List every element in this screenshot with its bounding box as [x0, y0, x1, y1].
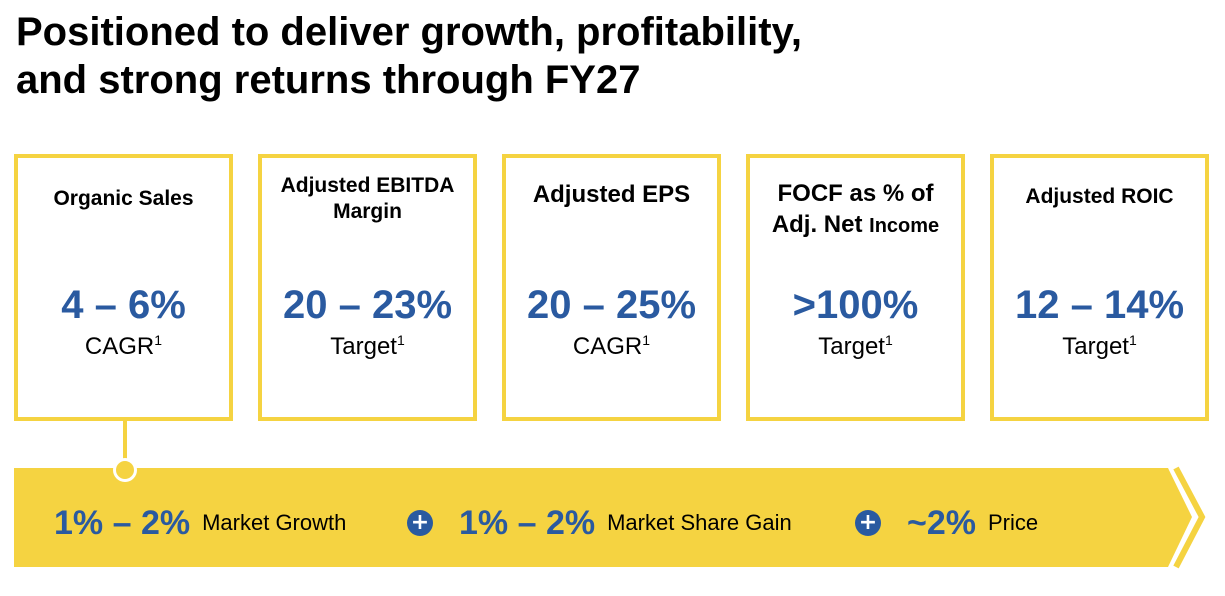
- metric-card-adjusted-eps: Adjusted EPS 20 – 25% CAGR1: [502, 154, 721, 421]
- page-title-line-2: and strong returns through FY27: [16, 58, 641, 102]
- card-subtitle: Target1: [750, 332, 961, 362]
- card-value: 20 – 23%: [282, 283, 453, 327]
- card-title-text: Organic Sales: [53, 187, 194, 210]
- driver-label: Market Share Gain: [607, 510, 792, 535]
- card-title-line-1: Adjusted EBITDA: [280, 174, 455, 197]
- card-title-line-1: FOCF as % of: [777, 180, 934, 207]
- page-title: Positioned to deliver growth, profitabil…: [16, 8, 802, 104]
- driver-price: ~2% Price: [907, 502, 1038, 544]
- plus-icon: +: [407, 510, 433, 536]
- card-subtitle-text: CAGR: [84, 333, 155, 360]
- card-subtitle: Target1: [262, 332, 473, 362]
- driver-label: Market Growth: [202, 510, 347, 535]
- page-title-line-1: Positioned to deliver growth, profitabil…: [16, 10, 802, 54]
- metric-card-adjusted-ebitda-margin: Adjusted EBITDA Margin 20 – 23% Target1: [258, 154, 477, 421]
- card-value: 12 – 14%: [1014, 283, 1185, 327]
- footnote-marker: 1: [884, 332, 893, 348]
- driver-market-share-gain: 1% – 2% Market Share Gain: [459, 502, 792, 544]
- plus-icon: +: [855, 510, 881, 536]
- card-title-line-2: Margin: [333, 200, 402, 223]
- footnote-marker: 1: [642, 332, 651, 348]
- metric-card-organic-sales: Organic Sales 4 – 6% CAGR1: [14, 154, 233, 421]
- driver-label: Price: [988, 510, 1039, 535]
- card-subtitle-text: CAGR: [572, 333, 643, 360]
- card-subtitle: Target1: [994, 332, 1205, 362]
- card-subtitle-text: Target: [818, 333, 885, 360]
- card-title-text: Adjusted ROIC: [1025, 185, 1174, 208]
- metric-card-focf: FOCF as % of Adj. Net Income >100% Targe…: [746, 154, 965, 421]
- arrow-chevron: [1173, 466, 1206, 569]
- card-value: 20 – 25%: [526, 283, 697, 327]
- card-title: Adjusted EPS: [506, 182, 717, 208]
- card-subtitle: CAGR1: [506, 332, 717, 362]
- card-title-text: Adjusted EPS: [532, 181, 691, 208]
- metric-card-adjusted-roic: Adjusted ROIC 12 – 14% Target1: [990, 154, 1209, 421]
- card-title: Organic Sales: [18, 186, 229, 212]
- card-title: Adjusted ROIC: [994, 184, 1205, 210]
- footnote-marker: 1: [1128, 332, 1137, 348]
- card-title-line-2-text: Adj. Net: [771, 211, 870, 238]
- card-title-line-2: Adj. Net Income: [750, 209, 961, 242]
- card-subtitle-text: Target: [1062, 333, 1129, 360]
- growth-drivers-arrow-banner: [14, 466, 1206, 569]
- driver-market-growth: 1% – 2% Market Growth: [54, 502, 346, 544]
- card-value: 4 – 6%: [61, 283, 186, 327]
- driver-value: 1% – 2%: [54, 503, 191, 542]
- arrow-body: [14, 468, 1192, 567]
- card-subtitle-text: Target: [330, 333, 397, 360]
- card-title: Adjusted EBITDA Margin: [262, 173, 473, 225]
- connector-dot: [113, 458, 137, 482]
- driver-value: ~2%: [907, 503, 976, 542]
- card-value: >100%: [792, 283, 919, 327]
- driver-value: 1% – 2%: [459, 503, 596, 542]
- footnote-marker: 1: [154, 332, 163, 348]
- connector-line: [123, 421, 127, 463]
- card-title: FOCF as % of Adj. Net Income: [750, 178, 961, 242]
- footnote-marker: 1: [396, 332, 405, 348]
- card-subtitle: CAGR1: [18, 332, 229, 362]
- card-title-line-2-small: Income: [869, 215, 940, 237]
